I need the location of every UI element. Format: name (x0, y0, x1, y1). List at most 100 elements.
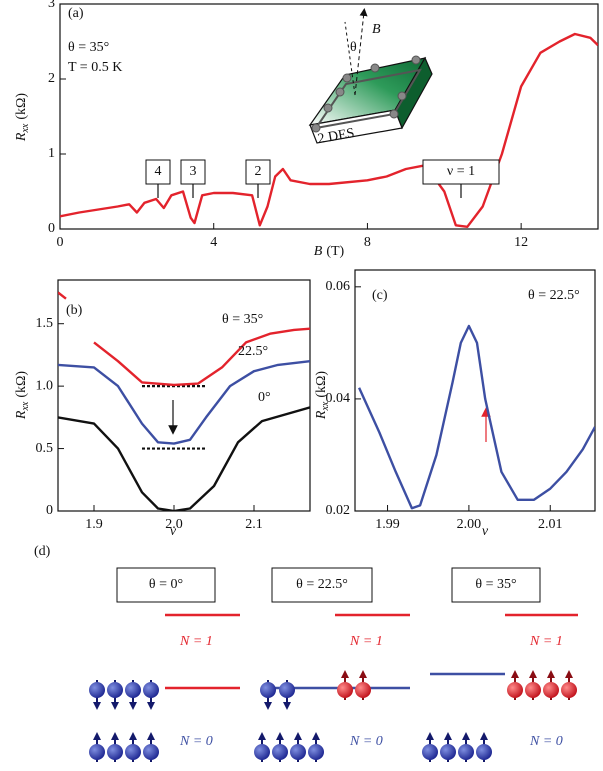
spin-head (283, 702, 291, 710)
inset-label: 2 DES (317, 126, 356, 147)
inset-label: θ (350, 40, 357, 55)
spin-head (264, 702, 272, 710)
level-label: N = 1 (179, 634, 213, 649)
x-tick-label: 2.00 (457, 517, 482, 532)
filling-label: ν = 1 (447, 164, 475, 179)
x-tick-label: 2.01 (538, 517, 563, 532)
label-part: xx (20, 401, 31, 411)
label-part: xx (20, 123, 31, 133)
spin-head (480, 732, 488, 740)
x-tick-label: 4 (210, 235, 217, 250)
label-part: (T) (326, 244, 344, 259)
label-part: ν (170, 524, 177, 539)
level-label: N = 0 (349, 734, 383, 749)
level-label: N = 0 (179, 734, 213, 749)
spin-ball (107, 682, 123, 698)
spin-head (529, 670, 537, 678)
x-axis-label: B (T) (314, 244, 345, 259)
x-tick-label: 2.1 (245, 517, 263, 532)
spin-head (147, 732, 155, 740)
series-label: θ = 35° (222, 312, 263, 327)
spin-ball (507, 682, 523, 698)
x-tick-label: 1.99 (375, 517, 400, 532)
spin-ball (355, 682, 371, 698)
title-box (271, 567, 373, 603)
y-tick-label: 0.04 (326, 391, 351, 406)
y-axis-label: Rxx (kΩ) (14, 93, 31, 143)
spin-head (547, 670, 555, 678)
x-tick-label: 0 (57, 235, 64, 250)
x-tick-label: 1.9 (85, 517, 103, 532)
y-axis-label: Rxx (kΩ) (314, 371, 331, 421)
label-part: ν (482, 524, 489, 539)
label-box (245, 159, 271, 185)
panel-label: (b) (66, 303, 83, 318)
label-part: B (314, 244, 323, 259)
x-tick-label: 8 (364, 235, 371, 250)
spin-head (565, 670, 573, 678)
spin-head (511, 670, 519, 678)
annotation: T = 0.5 K (68, 60, 122, 75)
x-tick-label: 2.0 (165, 517, 183, 532)
level-label: N = 1 (349, 634, 383, 649)
spin-head (93, 732, 101, 740)
spin-ball (143, 682, 159, 698)
panel-label: (c) (372, 288, 388, 303)
spin-ball (279, 682, 295, 698)
spin-ball (107, 744, 123, 760)
filling-label: 3 (190, 164, 197, 179)
filling-label: 2 (255, 164, 262, 179)
plot-frame (57, 279, 311, 512)
spin-head (341, 670, 349, 678)
y-tick-label: 0.02 (326, 503, 351, 518)
spin-head (258, 732, 266, 740)
x-tick-label: 12 (514, 235, 528, 250)
filling-label: 4 (155, 164, 162, 179)
y-tick-label: 0 (48, 221, 55, 236)
spin-head (93, 702, 101, 710)
spin-head (426, 732, 434, 740)
spin-ball (525, 682, 541, 698)
spin-ball (89, 682, 105, 698)
spin-ball (89, 744, 105, 760)
panel-label: (a) (68, 6, 84, 21)
spin-ball (337, 682, 353, 698)
inset-sample (308, 8, 433, 144)
y-tick-label: 2 (48, 71, 55, 86)
label-box (145, 159, 171, 185)
spin-ball (440, 744, 456, 760)
label-part: R (314, 410, 329, 420)
spin-head (276, 732, 284, 740)
spin-ball (308, 744, 324, 760)
y-tick-label: 1.0 (36, 378, 54, 393)
x-axis-label: ν (170, 524, 177, 539)
y-tick-label: 3 (48, 0, 55, 11)
panel-label: (d) (34, 544, 51, 559)
label-part: R (14, 132, 29, 142)
data-line (58, 406, 310, 511)
spin-ball (561, 682, 577, 698)
level-label: N = 0 (529, 734, 563, 749)
spin-head (359, 670, 367, 678)
spin-head (462, 732, 470, 740)
annotation: θ = 22.5° (528, 288, 580, 303)
y-tick-label: 0.06 (326, 279, 351, 294)
y-tick-label: 1 (48, 146, 55, 161)
inset-label: B (372, 22, 381, 37)
spin-ball (543, 682, 559, 698)
spin-ball (422, 744, 438, 760)
spin-head (147, 702, 155, 710)
spin-ball (143, 744, 159, 760)
label-box (422, 159, 500, 185)
spin-ball (476, 744, 492, 760)
plot-frame (354, 269, 596, 512)
label-part: (kΩ) (314, 371, 329, 398)
title-box (451, 567, 541, 603)
series-label: 22.5° (238, 344, 268, 359)
column-title: θ = 0° (149, 577, 183, 592)
y-tick-label: 0 (46, 503, 53, 518)
annotation: θ = 35° (68, 40, 109, 55)
spin-head (111, 732, 119, 740)
spin-ball (272, 744, 288, 760)
